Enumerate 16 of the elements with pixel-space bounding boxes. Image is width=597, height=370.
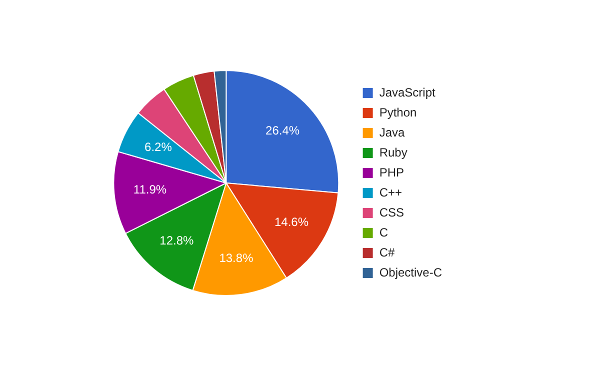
data-label: 26.4%: [266, 124, 300, 138]
legend-label: Python: [379, 105, 417, 120]
data-label: 13.8%: [219, 251, 254, 266]
legend-label: Objective-C: [379, 265, 442, 280]
legend-label: C#: [379, 245, 395, 260]
legend-label: PHP: [379, 165, 404, 180]
legend-label: C++: [379, 185, 402, 200]
legend-label: Ruby: [379, 145, 408, 160]
legend-label: C: [379, 225, 388, 240]
legend-label: JavaScript: [379, 85, 436, 100]
data-label: 14.6%: [274, 215, 309, 230]
data-label: 6.2%: [144, 140, 172, 154]
legend-label: Java: [379, 125, 405, 140]
data-label: 12.8%: [160, 234, 194, 248]
data-label: 11.9%: [133, 182, 167, 196]
legend-label: CSS: [379, 205, 404, 220]
